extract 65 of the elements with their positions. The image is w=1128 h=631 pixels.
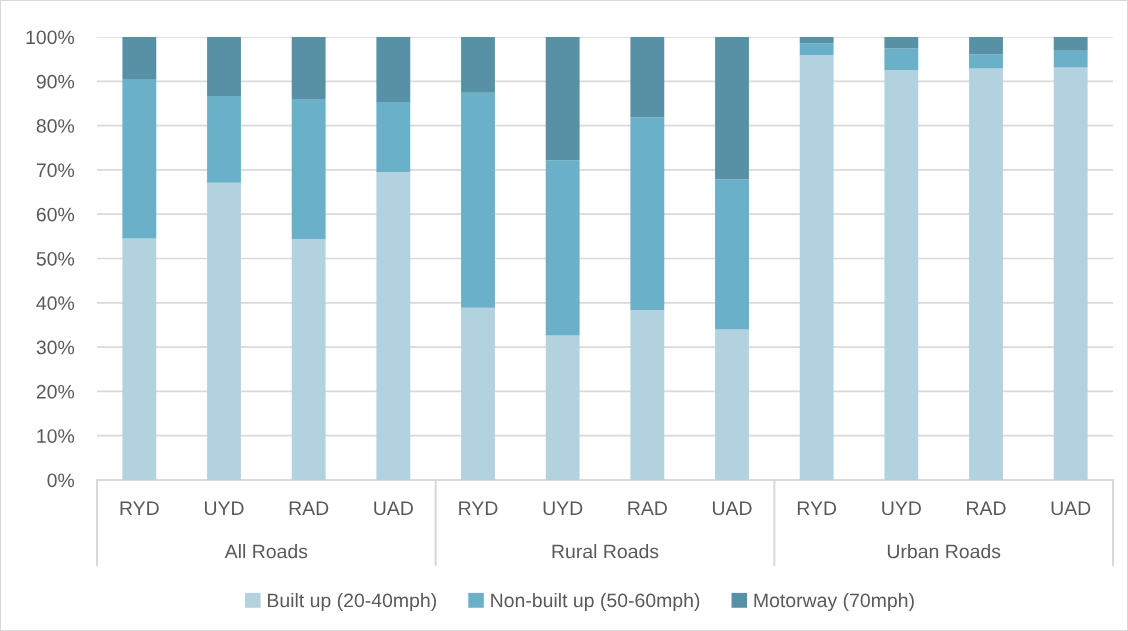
bar — [630, 117, 665, 311]
y-tick-label: 100% — [26, 30, 75, 45]
y-tick-label: 30% — [36, 340, 75, 355]
bar — [969, 54, 1003, 69]
bar — [799, 37, 834, 44]
bar — [122, 37, 157, 80]
x-tick-label: RYD — [797, 501, 837, 515]
bar — [545, 37, 580, 161]
text: Rural Roads — [552, 544, 659, 559]
text: Urban Roads — [887, 544, 1001, 559]
y-tick-label: 20% — [36, 384, 75, 399]
x-tick-label: RAD — [289, 501, 329, 515]
bar — [207, 95, 241, 183]
y-tick-label: 80% — [36, 119, 75, 133]
x-tick-label: RAD — [628, 501, 667, 515]
legend-label: Motorway (70mph) — [754, 592, 914, 612]
x-tick-label: UAD — [1051, 501, 1091, 516]
bar — [122, 238, 157, 480]
x-tick-label: RYD — [459, 501, 498, 515]
y-tick-label: 10% — [37, 429, 75, 443]
bar — [630, 310, 665, 480]
bar — [376, 172, 411, 480]
bar — [461, 92, 495, 308]
y-tick-label: 70% — [36, 163, 75, 178]
bar — [630, 37, 665, 118]
bar — [969, 37, 1003, 55]
y-tick-label: 60% — [36, 207, 75, 222]
bar — [715, 179, 749, 330]
x-tick-label: RYD — [120, 501, 159, 515]
bar — [1053, 67, 1088, 480]
bar — [545, 160, 580, 336]
bar — [461, 37, 495, 93]
y-tick-label: 90% — [36, 74, 75, 89]
y-tick-label: 50% — [36, 251, 75, 266]
y-tick-label: 0% — [47, 473, 75, 488]
bar — [461, 307, 495, 480]
bar — [969, 68, 1003, 480]
x-tick-label: UYD — [204, 501, 244, 516]
bar — [545, 335, 580, 480]
bar — [207, 182, 241, 480]
y-tick-label: 40% — [36, 296, 75, 311]
bar — [715, 37, 749, 180]
bar — [884, 37, 919, 49]
x-tick-label: RAD — [967, 501, 1006, 515]
bar — [799, 43, 834, 56]
legend-label: Non-built up (50-60mph) — [491, 592, 700, 612]
text: All Roads — [224, 544, 308, 559]
bar — [291, 37, 326, 100]
bar — [207, 37, 241, 96]
bar — [1053, 37, 1088, 51]
bar — [291, 239, 326, 480]
bar — [291, 99, 326, 240]
x-tick-label: UYD — [882, 501, 921, 516]
x-tick-label: UYD — [543, 501, 583, 516]
bar — [122, 79, 157, 239]
bar — [715, 329, 749, 480]
x-tick-label: UAD — [374, 501, 413, 516]
legend-label: Built up (20-40mph) — [268, 592, 436, 612]
bar — [799, 55, 834, 480]
bar — [376, 102, 411, 173]
bar — [884, 48, 919, 71]
bar — [1053, 50, 1088, 68]
bar — [376, 37, 411, 103]
x-tick-label: UAD — [712, 501, 752, 516]
bar — [884, 70, 919, 480]
